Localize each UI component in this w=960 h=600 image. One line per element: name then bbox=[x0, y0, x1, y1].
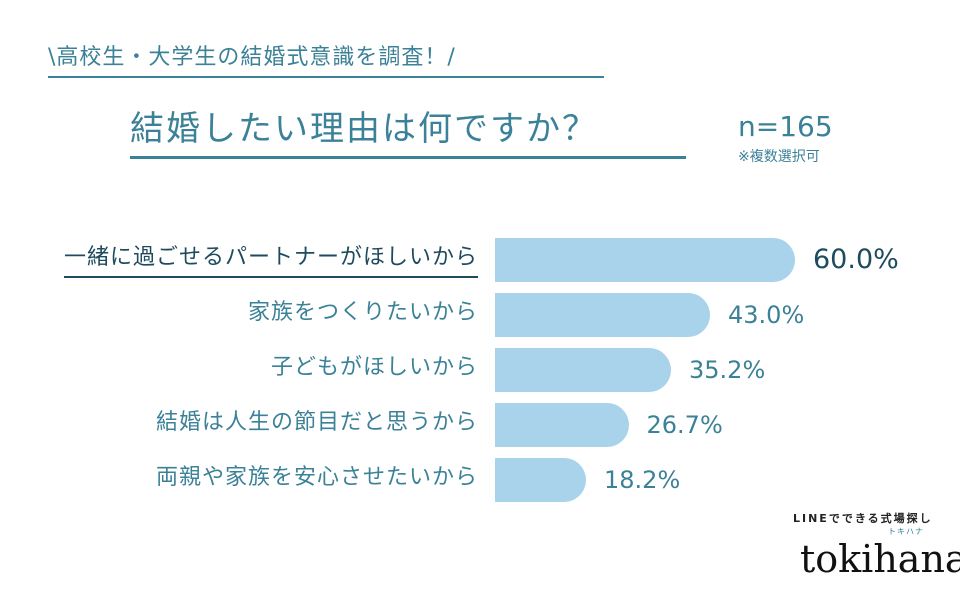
value-label: 26.7% bbox=[646, 411, 723, 439]
category-label: 家族をつくりたいから bbox=[247, 300, 478, 325]
multiple-choice-note: ※複数選択可 bbox=[738, 149, 820, 165]
value-label: 60.0% bbox=[813, 244, 899, 275]
category-label: 結婚は人生の節目だと思うから bbox=[155, 410, 478, 435]
category-label: 両親や家族を安心させたいから bbox=[155, 465, 478, 490]
value-label: 18.2% bbox=[604, 466, 681, 494]
chart-title: 結婚したい理由は何ですか？ bbox=[130, 108, 686, 159]
bar bbox=[495, 403, 629, 447]
value-label: 43.0% bbox=[728, 301, 805, 329]
bar bbox=[495, 238, 795, 282]
survey-subtitle: \高校生・大学生の結婚式意識を調査！/ bbox=[48, 44, 604, 78]
bar bbox=[495, 348, 671, 392]
bar bbox=[495, 293, 710, 337]
sample-size: n=165 bbox=[738, 110, 833, 143]
bar bbox=[495, 458, 586, 502]
logo-tagline: LINEでできる式場探し bbox=[793, 512, 933, 525]
category-label: 子どもがほしいから bbox=[270, 355, 478, 380]
category-label: 一緒に過ごせるパートナーがほしいから bbox=[63, 244, 478, 278]
value-label: 35.2% bbox=[689, 356, 766, 384]
tokihana-logo: tokihana bbox=[800, 537, 960, 581]
logo-kana: トキハナ bbox=[888, 527, 924, 536]
